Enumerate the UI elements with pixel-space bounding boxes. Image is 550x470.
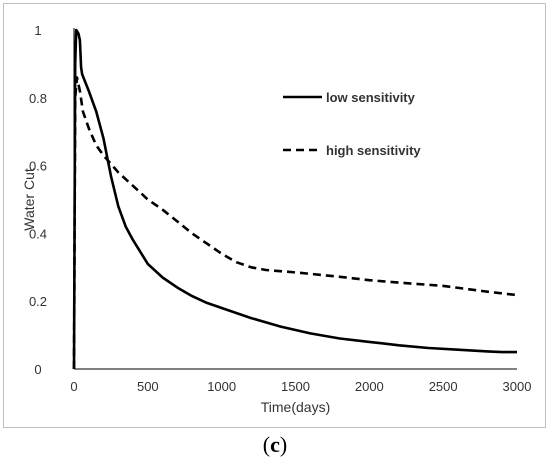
- y-tick-label: 0: [34, 362, 41, 377]
- low-sensitivity-line: [72, 28, 517, 370]
- x-tick-label: 1000: [207, 379, 236, 394]
- y-axis-label: Water Cut: [21, 168, 37, 231]
- x-tick-label: 2000: [355, 379, 384, 394]
- series-layer: [72, 28, 518, 370]
- y-tick-label: 1: [34, 23, 41, 38]
- x-tick-label: 3000: [503, 379, 532, 394]
- x-tick-label: 1500: [281, 379, 310, 394]
- legend: low sensitivity high sensitivity: [283, 90, 421, 158]
- panel-label: (c): [262, 432, 288, 457]
- legend-label: high sensitivity: [326, 143, 421, 158]
- x-tick-label: 500: [137, 379, 159, 394]
- x-tick-labels: 0 500 1000 1500 2000 2500 3000: [70, 379, 531, 394]
- y-tick-labels: 0 0.2 0.4 0.6 0.8 1: [29, 23, 47, 377]
- water-cut-chart: 0 500 1000 1500 2000 2500 3000 00.20.40.60.81 …: [21, 23, 531, 415]
- y-tick-label: 0.2: [29, 294, 47, 309]
- high-sensitivity-line: [72, 76, 518, 370]
- legend-label: low sensitivity: [326, 90, 416, 105]
- y-tick-label: 0.8: [29, 91, 47, 106]
- y-tick-label: 0.4: [29, 226, 47, 241]
- figure-frame: [3, 3, 546, 428]
- panel-label-letter: c: [270, 432, 280, 457]
- x-axis-label: Time(days): [261, 399, 331, 415]
- y-tick-label: 0.6: [29, 159, 47, 174]
- x-tick-label: 2500: [429, 379, 458, 394]
- x-tick-label: 0: [70, 379, 77, 394]
